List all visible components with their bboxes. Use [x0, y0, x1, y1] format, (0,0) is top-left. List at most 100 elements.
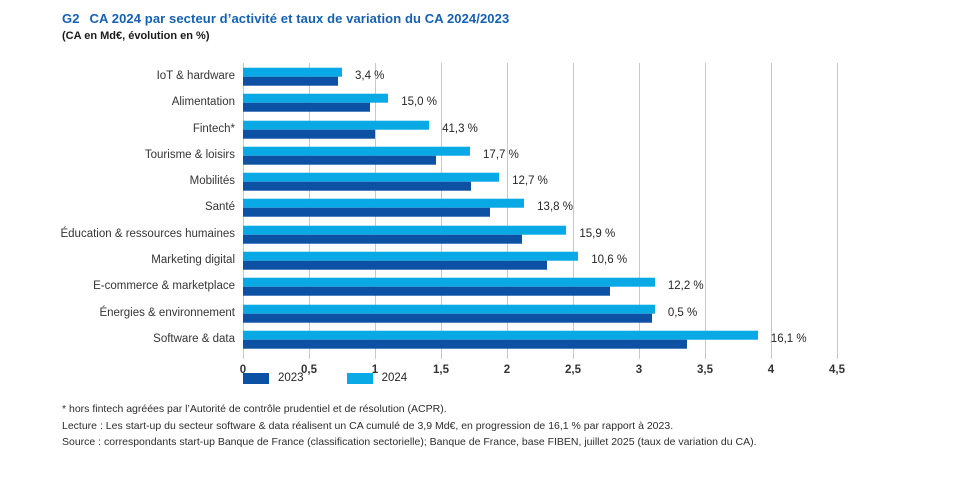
bar-2024: [243, 330, 758, 340]
variation-label: 17,7 %: [483, 148, 519, 161]
gridline: [705, 63, 706, 359]
x-tick-label: 1,5: [433, 364, 449, 376]
bar-pair: [243, 120, 430, 139]
bar-2023: [243, 103, 370, 113]
x-tick-label: 4: [767, 364, 775, 376]
category-label: Mobilités: [189, 175, 235, 188]
x-tick-label: 2: [503, 364, 511, 376]
variation-label: 13,8 %: [537, 201, 573, 214]
category-label: Software & data: [153, 332, 235, 345]
plot-area: IoT & hardware 3,4 % Alimentation 15,0 % Fin…: [60, 63, 845, 384]
footnote-source: Source : correspondants start-up Banque …: [62, 436, 757, 448]
bar-row: Tourisme & loisirs 17,7 %: [145, 142, 837, 168]
bar-row: IoT & hardware 3,4 %: [157, 63, 837, 89]
legend-swatch: [243, 372, 269, 384]
legend-label: 2023: [278, 372, 304, 384]
legend-label: 2024: [381, 372, 408, 384]
variation-label: 12,7 %: [512, 175, 548, 188]
bar-2023: [243, 155, 436, 165]
bar-pair: [243, 277, 655, 296]
bar-2023: [243, 76, 339, 86]
bar-rows: IoT & hardware 3,4 % Alimentation 15,0 % Fin…: [60, 63, 837, 352]
legend-swatch: [346, 372, 373, 384]
bar-2024: [243, 146, 471, 156]
bar-2024: [243, 251, 579, 261]
category-label: Éducation & ressources humaines: [60, 227, 235, 240]
bar-2024: [243, 120, 430, 130]
variation-label: 15,9 %: [579, 227, 616, 240]
gridline: [507, 63, 508, 359]
x-tick-label: 0: [239, 364, 247, 376]
x-tick-label: 3: [635, 364, 643, 376]
variation-label: 41,3 %: [442, 122, 478, 135]
bar-2023: [243, 234, 522, 244]
footnotes: * hors fintech agréées par l’Autorité de…: [62, 401, 757, 451]
gridline: [771, 63, 772, 359]
variation-label: 0,5 %: [667, 306, 698, 319]
bar-2023: [243, 260, 547, 270]
category-label: Fintech*: [192, 122, 235, 135]
bar-row: Marketing digital 10,6 %: [151, 247, 837, 273]
legend: 2023 2024: [243, 372, 450, 384]
bar-2024: [243, 172, 500, 182]
bar-row: Énergies & environnement 0,5 %: [99, 299, 837, 325]
bar-pair: [243, 67, 342, 86]
gridline: [639, 63, 640, 359]
gridline: [573, 63, 574, 359]
x-tick-label: 4,5: [829, 364, 845, 376]
bar-2024: [243, 199, 525, 209]
variation-label: 16,1 %: [770, 332, 807, 345]
bar-2024: [243, 277, 655, 287]
footnote-lecture: Lecture : Les start-up du secteur softwa…: [62, 419, 674, 432]
bar-2024: [243, 67, 342, 77]
category-label: Santé: [204, 201, 235, 214]
bar-row: Santé 13,8 %: [205, 194, 837, 220]
bar-2024: [243, 304, 655, 314]
legend-item: 2024: [346, 372, 408, 384]
chart-header: G2 CA 2024 par secteur d’activité et taux…: [62, 11, 509, 42]
bar-row: Alimentation 15,0 %: [172, 89, 837, 115]
bar-2023: [243, 181, 472, 191]
category-label: E-commerce & marketplace: [93, 280, 235, 293]
chart-title-line: G2 CA 2024 par secteur d’activité et taux…: [62, 11, 509, 26]
category-label: Marketing digital: [151, 253, 235, 266]
variation-label: 15,0 %: [401, 96, 437, 109]
variation-label: 3,4 %: [355, 70, 385, 83]
category-label: IoT & hardware: [156, 70, 235, 83]
bar-pair: [243, 330, 758, 349]
bar-2024: [243, 225, 567, 235]
variation-label: 10,6 %: [591, 253, 628, 266]
bar-pair: [243, 199, 525, 218]
x-tick-label: 3,5: [697, 364, 713, 376]
x-tick-label: 0,5: [301, 364, 317, 376]
variation-label: 12,2 %: [667, 280, 704, 293]
bar-2023: [243, 313, 653, 323]
bar-pair: [243, 304, 655, 323]
x-tick-label: 1: [371, 364, 379, 376]
bar-2023: [243, 129, 375, 139]
bar-pair: [243, 251, 579, 270]
chart-subtitle: (CA en Md€, évolution en %): [62, 30, 210, 42]
chart-title: CA 2024 par secteur d’activité et taux d…: [89, 11, 510, 26]
bar-pair: [243, 146, 471, 165]
bar-row: Fintech* 41,3 %: [193, 116, 837, 142]
bar-2023: [243, 339, 687, 349]
gridline: [837, 63, 838, 359]
legend-item: 2023: [243, 372, 304, 384]
bar-pair: [243, 172, 500, 191]
category-label: Tourisme & loisirs: [144, 148, 235, 161]
bar-2023: [243, 208, 490, 218]
bar-2024: [243, 94, 389, 104]
bar-pair: [243, 94, 389, 113]
bar-row: Mobilités 12,7 %: [190, 168, 837, 194]
x-tick-label: 2,5: [565, 364, 581, 376]
bar-pair: [243, 225, 567, 244]
bar-row: Software & data 16,1 %: [153, 326, 837, 352]
category-label: Alimentation: [171, 96, 235, 109]
bar-row: E-commerce & marketplace 12,2 %: [93, 273, 837, 299]
bar-row: Éducation & ressources humaines 15,9 %: [60, 221, 837, 247]
footnote-asterisk: * hors fintech agréées par l’Autorité de…: [62, 403, 447, 415]
figure-tag: G2: [62, 11, 80, 26]
x-axis: 0 0,5 1 1,5 2 2,5 3 3,5 4 4,5: [239, 364, 845, 378]
